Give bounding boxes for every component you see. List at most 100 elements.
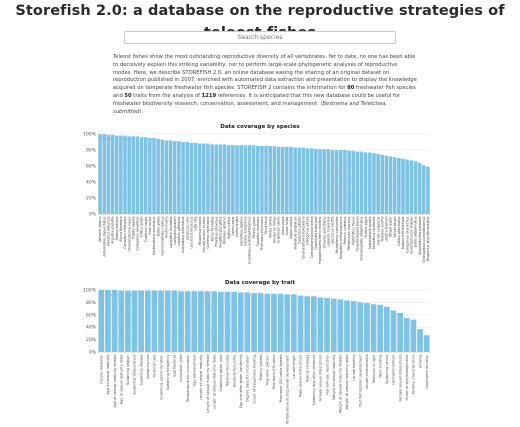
trait-bar[interactable] (204, 291, 211, 352)
species-bar[interactable] (309, 148, 314, 214)
search-input[interactable] (124, 31, 396, 44)
species-bar[interactable] (135, 136, 140, 214)
trait-bar[interactable] (251, 293, 257, 352)
species-bar[interactable] (164, 140, 169, 214)
trait-bar[interactable] (377, 304, 384, 352)
species-bar[interactable] (231, 145, 235, 214)
species-bar[interactable] (218, 144, 223, 214)
species-bar[interactable] (222, 144, 227, 214)
trait-bar[interactable] (191, 291, 198, 352)
species-bar[interactable] (413, 161, 418, 214)
species-bar[interactable] (114, 135, 119, 214)
species-bar[interactable] (251, 145, 256, 214)
species-bar[interactable] (314, 149, 318, 214)
trait-bar[interactable] (264, 293, 271, 352)
species-bar[interactable] (397, 158, 401, 214)
trait-bar[interactable] (417, 329, 423, 352)
trait-bar[interactable] (423, 335, 430, 352)
trait-bar[interactable] (138, 290, 145, 352)
species-bar[interactable] (127, 136, 131, 214)
species-bar[interactable] (202, 143, 206, 214)
species-bar[interactable] (181, 142, 185, 214)
trait-bar[interactable] (271, 293, 277, 352)
species-bar[interactable] (210, 144, 214, 214)
trait-bar[interactable] (304, 296, 311, 352)
trait-bar[interactable] (390, 310, 397, 352)
trait-bar[interactable] (131, 290, 138, 352)
species-bar[interactable] (305, 148, 310, 214)
species-bar[interactable] (376, 154, 380, 214)
trait-bar[interactable] (151, 290, 158, 352)
species-bar[interactable] (326, 149, 331, 214)
trait-bar[interactable] (231, 291, 237, 352)
species-bar[interactable] (239, 145, 243, 214)
species-bar[interactable] (189, 142, 194, 214)
trait-bar[interactable] (357, 302, 364, 352)
trait-bar[interactable] (317, 297, 324, 352)
species-bar[interactable] (322, 149, 326, 214)
trait-bar[interactable] (284, 294, 291, 352)
species-bar[interactable] (280, 146, 285, 214)
species-bar[interactable] (143, 137, 148, 214)
species-bar[interactable] (177, 141, 181, 214)
trait-bar[interactable] (370, 304, 377, 352)
species-bar[interactable] (392, 157, 397, 214)
species-bar[interactable] (276, 146, 281, 214)
trait-bar[interactable] (364, 303, 370, 352)
species-bar[interactable] (156, 138, 160, 214)
trait-bar[interactable] (403, 317, 410, 352)
species-bar[interactable] (226, 145, 231, 214)
trait-bar[interactable] (164, 290, 171, 352)
trait-bar[interactable] (125, 290, 131, 352)
species-bar[interactable] (347, 150, 351, 214)
species-bar[interactable] (106, 134, 111, 214)
species-bar[interactable] (293, 147, 297, 214)
species-bar[interactable] (380, 154, 385, 214)
species-bar[interactable] (334, 150, 339, 214)
species-bar[interactable] (110, 134, 115, 214)
trait-bar[interactable] (330, 298, 337, 352)
species-bar[interactable] (272, 146, 277, 214)
trait-bar[interactable] (118, 290, 125, 352)
trait-bar[interactable] (171, 290, 178, 352)
species-bar[interactable] (351, 150, 356, 214)
species-bar[interactable] (330, 150, 335, 214)
species-bar[interactable] (152, 138, 156, 214)
trait-bar[interactable] (198, 291, 204, 352)
trait-bar[interactable] (410, 319, 417, 352)
species-bar[interactable] (384, 155, 389, 214)
trait-bar[interactable] (383, 306, 390, 352)
species-bar[interactable] (372, 153, 376, 214)
trait-bar[interactable] (277, 293, 284, 352)
trait-bar[interactable] (111, 290, 118, 352)
species-bar[interactable] (297, 147, 302, 214)
species-bar[interactable] (193, 142, 198, 214)
trait-bar[interactable] (337, 299, 344, 352)
trait-bar[interactable] (217, 291, 224, 352)
species-bar[interactable] (172, 141, 177, 214)
species-bar[interactable] (421, 165, 426, 214)
species-bar[interactable] (243, 145, 248, 214)
species-bar[interactable] (123, 135, 127, 214)
trait-bar[interactable] (350, 301, 357, 352)
species-bar[interactable] (119, 135, 123, 214)
species-bar[interactable] (168, 140, 173, 214)
species-bar[interactable] (102, 134, 107, 214)
trait-bar[interactable] (237, 292, 244, 352)
species-bar[interactable] (214, 144, 219, 214)
species-bar[interactable] (139, 137, 144, 214)
species-bar[interactable] (185, 142, 190, 214)
species-bar[interactable] (426, 166, 430, 214)
species-bar[interactable] (359, 151, 364, 214)
species-bar[interactable] (264, 146, 268, 214)
trait-bar[interactable] (184, 291, 191, 352)
trait-bar[interactable] (244, 292, 251, 352)
species-bar[interactable] (160, 139, 165, 214)
trait-bar[interactable] (178, 291, 184, 352)
species-bar[interactable] (388, 156, 393, 214)
trait-bar[interactable] (297, 295, 304, 352)
species-bar[interactable] (417, 162, 422, 214)
species-bar[interactable] (318, 149, 322, 214)
species-bar[interactable] (148, 138, 152, 214)
species-bar[interactable] (255, 146, 260, 214)
